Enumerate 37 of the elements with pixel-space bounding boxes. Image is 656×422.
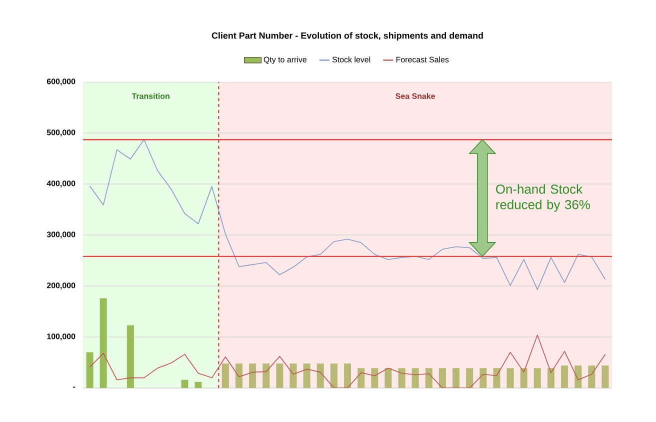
bar — [480, 368, 487, 388]
bar — [100, 298, 107, 388]
line-series — [89, 139, 606, 290]
bar — [547, 368, 554, 388]
bar — [574, 366, 582, 388]
bar — [316, 364, 324, 388]
bar — [520, 368, 528, 388]
bar — [262, 364, 270, 388]
bar — [303, 364, 310, 388]
chart-title: Client Part Number - Evolution of stock, shipments and demand — [212, 32, 483, 41]
bar — [602, 366, 609, 388]
bar — [384, 368, 392, 388]
bar — [194, 382, 202, 388]
bar — [344, 364, 352, 388]
bar — [412, 368, 419, 388]
bar — [290, 364, 297, 388]
bar — [493, 368, 500, 388]
bar — [398, 368, 406, 388]
bar — [534, 368, 541, 388]
bar — [249, 364, 256, 388]
bar — [330, 364, 338, 388]
bar — [86, 352, 94, 388]
bar — [126, 325, 134, 388]
bar — [276, 364, 284, 388]
bar — [452, 368, 460, 388]
bar — [561, 366, 568, 388]
bar — [181, 380, 188, 388]
bar — [438, 368, 446, 388]
annotation: On-hand Stock reduced by 36% — [496, 184, 590, 212]
bar — [506, 368, 514, 388]
bar — [222, 364, 229, 388]
bar — [235, 364, 242, 388]
bar — [358, 368, 365, 388]
bar — [371, 368, 378, 388]
bar — [425, 368, 432, 388]
bar — [588, 366, 596, 388]
bar — [466, 368, 474, 388]
